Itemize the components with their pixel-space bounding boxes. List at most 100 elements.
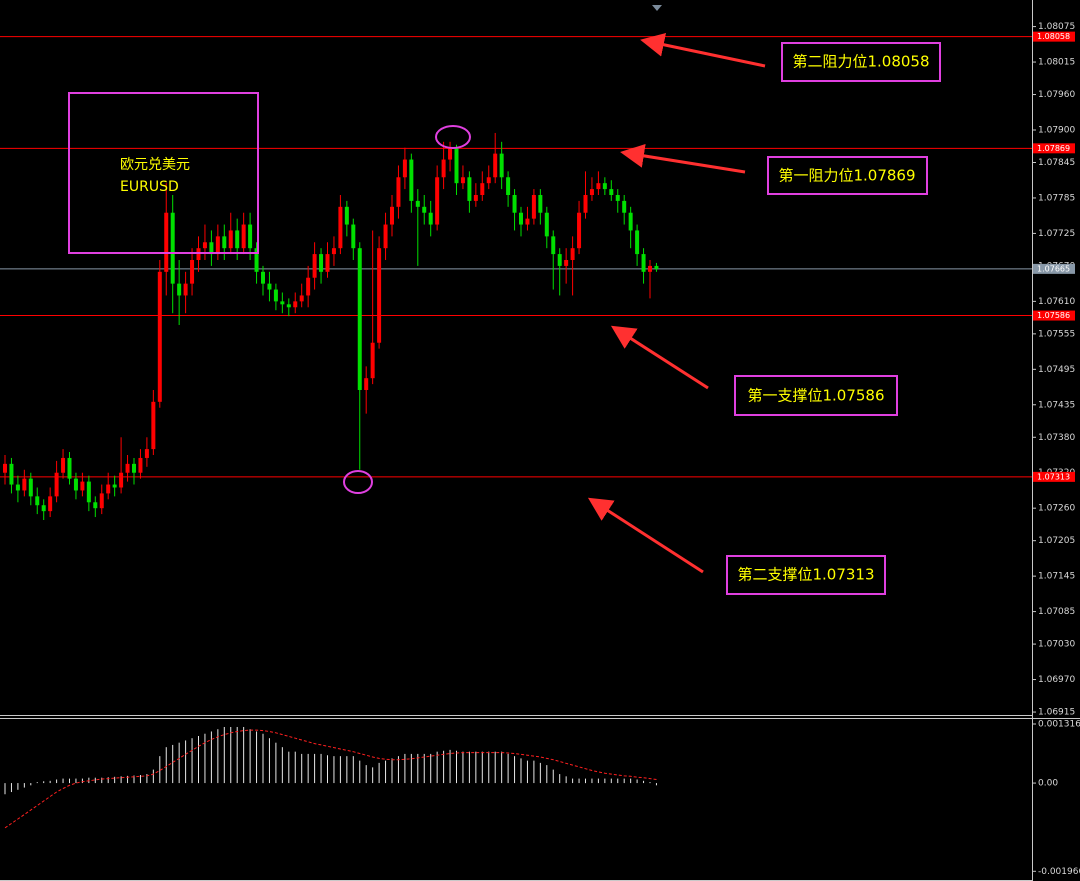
y-tick-label: 1.07900 (1038, 126, 1075, 136)
candle-body (486, 177, 491, 184)
candle-body (615, 195, 620, 201)
y-tick-label: 1.08075 (1038, 22, 1075, 32)
candle-body (331, 248, 336, 255)
candle-body (138, 457, 143, 473)
arrow (640, 32, 766, 68)
candle-body (299, 295, 304, 302)
candle-body (125, 463, 130, 473)
level-tag (1033, 31, 1075, 42)
candle-body (551, 236, 556, 255)
candle-body (312, 254, 317, 278)
y-tick-label: 1.07435 (1038, 400, 1075, 410)
candle-body (9, 463, 14, 485)
candle-body (493, 153, 498, 178)
level-tag (1033, 471, 1075, 482)
candle-body (364, 378, 369, 390)
y-tick-label: 1.06970 (1038, 675, 1075, 685)
candle-body (460, 177, 465, 184)
candle-body (467, 177, 472, 201)
candle-body (435, 177, 440, 225)
overlay: 欧元兑美元 EURUSD 第二阻力位1.08058 第一阻力位1.07869 第… (68, 32, 941, 595)
y-tick-label: 1.08015 (1038, 58, 1075, 68)
candle-body (377, 248, 382, 343)
y-tick-label: 1.07960 (1038, 90, 1075, 100)
candle-body (557, 254, 562, 266)
shift-marker (652, 5, 662, 11)
y-tick-label: 1.07260 (1038, 504, 1075, 514)
candle-body (73, 478, 78, 491)
signal-line (4, 729, 657, 829)
candle-body (519, 212, 523, 225)
candle-body (383, 224, 388, 249)
candle-body (48, 496, 53, 512)
y-tick-label: 1.06915 (1038, 708, 1075, 718)
candle-body (531, 195, 536, 219)
candle-body (254, 248, 259, 272)
arrow (610, 325, 709, 390)
candle-body (190, 260, 195, 284)
annotation-box (767, 156, 928, 195)
candle-body (248, 224, 253, 249)
candle-body (99, 493, 104, 509)
candle-body (235, 230, 240, 249)
candle-body (164, 212, 169, 272)
candle-body (506, 177, 511, 195)
y-tick-label: 1.07725 (1038, 229, 1075, 239)
level-tag-label: 1.07665 (1037, 264, 1070, 273)
candle-body (422, 206, 427, 213)
candle-body (622, 200, 627, 213)
candle-body (589, 189, 594, 195)
y-tick-label: 1.07610 (1038, 297, 1075, 307)
candle-body (67, 457, 72, 479)
level-tag-label: 1.08058 (1037, 32, 1070, 41)
candle-body (183, 283, 188, 296)
y-tick-label: 0.001316 (1038, 720, 1080, 730)
annotation: 第二支撑位1.07313 (737, 566, 874, 584)
symbol-box (68, 92, 259, 254)
level-tag-label: 1.07869 (1037, 144, 1070, 153)
candle-body (641, 254, 646, 272)
candle-body (267, 283, 272, 290)
candle-body (209, 242, 214, 255)
candle-body (583, 195, 588, 213)
candle-body (222, 236, 227, 249)
level-tag-label: 1.07313 (1037, 472, 1070, 481)
annotation-box (726, 555, 886, 595)
candle-body (132, 463, 136, 473)
candle-body (157, 271, 162, 402)
annotation-box (781, 42, 941, 82)
annotation: 第一支撑位1.07586 (747, 387, 884, 405)
candle-body (351, 224, 356, 249)
symbol: EURUSD (120, 179, 179, 195)
y-tick-label: 1.07845 (1038, 158, 1075, 168)
level-tag-label: 1.07586 (1037, 311, 1070, 320)
candle-body (3, 463, 7, 473)
candle-body (577, 212, 582, 249)
candle-body (544, 212, 549, 237)
candle-body (409, 159, 414, 201)
annotation-box (734, 375, 898, 416)
candle-body (325, 254, 330, 272)
candle-body (54, 472, 59, 497)
candle-body (480, 183, 485, 195)
candle-body (228, 230, 233, 249)
candle-body (280, 301, 285, 305)
candle-body (357, 248, 362, 390)
candle-body (596, 183, 601, 190)
candle-body (41, 505, 46, 512)
arrow (620, 143, 746, 174)
candle-body (402, 159, 407, 178)
y-tick-label: 1.07495 (1038, 365, 1075, 375)
candle-body (80, 481, 85, 491)
candle-body (202, 242, 207, 249)
plot: 1.08075 1.08015 1.07960 1.07900 1.07845 1.077… (0, 22, 1080, 877)
candle-body (428, 212, 433, 225)
candle-body (273, 289, 278, 302)
candle-body (215, 236, 220, 255)
candle-body (344, 206, 349, 225)
candle-body (112, 484, 117, 488)
candle-body (28, 478, 33, 497)
candle-body (261, 271, 265, 284)
